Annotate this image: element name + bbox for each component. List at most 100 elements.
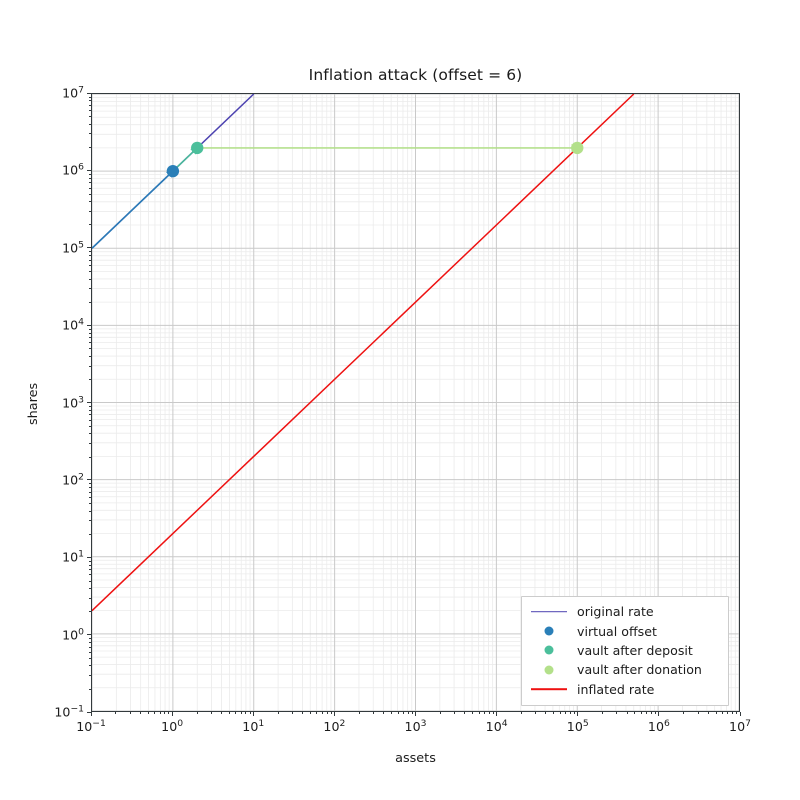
x-tick-mark-minor bbox=[488, 712, 490, 715]
x-tick-mark-minor bbox=[602, 712, 604, 715]
y-tick-mark-minor bbox=[88, 414, 91, 416]
y-tick-mark-minor bbox=[88, 100, 91, 102]
legend-dot-swatch bbox=[529, 643, 569, 657]
x-tick-mark-minor bbox=[235, 712, 237, 715]
x-tick-mark-minor bbox=[373, 712, 375, 715]
y-tick-mark-minor bbox=[88, 597, 91, 599]
y-tick-mark-minor bbox=[88, 355, 91, 357]
x-tick-mark-minor bbox=[330, 712, 332, 715]
y-tick-mark-minor bbox=[88, 406, 91, 408]
y-tick-mark-minor bbox=[88, 365, 91, 367]
y-tick-label: 10−1 bbox=[54, 703, 84, 720]
y-tick-mark-minor bbox=[88, 560, 91, 562]
x-tick-mark-minor bbox=[115, 712, 117, 715]
x-tick-mark bbox=[739, 712, 741, 717]
x-tick-mark-minor bbox=[646, 712, 648, 715]
y-tick-mark-minor bbox=[88, 574, 91, 576]
x-tick-mark bbox=[496, 712, 498, 717]
y-tick-mark bbox=[86, 479, 91, 481]
x-tick-mark-minor bbox=[464, 712, 466, 715]
y-tick-mark-minor bbox=[88, 201, 91, 203]
x-tick-mark-minor bbox=[616, 712, 618, 715]
y-tick-mark-minor bbox=[88, 665, 91, 667]
y-tick-mark-minor bbox=[88, 657, 91, 659]
y-tick-mark-minor bbox=[88, 177, 91, 179]
x-tick-mark-minor bbox=[411, 712, 413, 715]
x-tick-mark-minor bbox=[139, 712, 141, 715]
legend-item-vault-after-deposit[interactable]: vault after deposit bbox=[529, 641, 721, 660]
y-tick-mark-minor bbox=[88, 564, 91, 566]
y-tick-mark-minor bbox=[88, 332, 91, 334]
x-tick-mark-minor bbox=[291, 712, 293, 715]
legend-item-virtual-offset[interactable]: virtual offset bbox=[529, 621, 721, 640]
x-tick-mark-minor bbox=[722, 712, 723, 715]
y-tick-mark bbox=[86, 634, 91, 636]
y-tick-mark-minor bbox=[88, 173, 91, 175]
x-tick-mark-minor bbox=[715, 712, 717, 715]
y-tick-label: 106 bbox=[62, 161, 84, 178]
y-tick-mark-minor bbox=[88, 491, 91, 493]
y-tick-label: 104 bbox=[62, 316, 84, 333]
x-tick-mark bbox=[171, 712, 173, 717]
x-tick-mark-minor bbox=[478, 712, 480, 715]
y-tick-mark bbox=[86, 556, 91, 558]
x-tick-mark-minor bbox=[196, 712, 198, 715]
x-tick-mark bbox=[415, 712, 417, 717]
x-tick-mark-minor bbox=[277, 712, 279, 715]
x-tick-mark-minor bbox=[164, 712, 166, 715]
x-tick-mark-minor bbox=[168, 712, 170, 715]
x-tick-mark-minor bbox=[245, 712, 247, 715]
x-tick-mark-minor bbox=[240, 712, 242, 715]
y-tick-mark-minor bbox=[88, 569, 91, 571]
y-tick-mark-minor bbox=[88, 503, 91, 505]
grid-layer bbox=[92, 94, 739, 711]
y-tick-mark-minor bbox=[88, 187, 91, 189]
y-tick-mark-minor bbox=[88, 642, 91, 644]
x-tick-mark-minor bbox=[402, 712, 404, 715]
y-tick-label: 103 bbox=[62, 393, 84, 410]
y-tick-mark-minor bbox=[88, 688, 91, 690]
y-tick-mark-minor bbox=[88, 210, 91, 212]
x-tick-mark-minor bbox=[569, 712, 571, 715]
y-tick-label: 101 bbox=[62, 548, 84, 565]
legend-item-inflated-rate[interactable]: inflated rate bbox=[529, 680, 721, 699]
y-tick-mark-minor bbox=[88, 193, 91, 195]
x-tick-mark-minor bbox=[521, 712, 523, 715]
legend-dot-icon bbox=[544, 626, 554, 636]
legend-label: vault after donation bbox=[577, 662, 702, 678]
y-tick-mark-minor bbox=[88, 611, 91, 613]
x-tick-mark-minor bbox=[154, 712, 156, 715]
y-tick-mark bbox=[86, 324, 91, 326]
x-tick-mark-minor bbox=[407, 712, 409, 715]
legend-label: original rate bbox=[577, 604, 654, 620]
x-tick-mark bbox=[252, 712, 254, 717]
x-tick-mark-minor bbox=[683, 712, 685, 715]
y-tick-mark-minor bbox=[88, 342, 91, 344]
legend-item-original-rate[interactable]: original rate bbox=[529, 602, 721, 621]
x-tick-mark-minor bbox=[309, 712, 311, 715]
x-tick-mark-minor bbox=[707, 712, 709, 715]
x-tick-mark-minor bbox=[439, 712, 441, 715]
x-tick-mark-minor bbox=[640, 712, 642, 715]
legend-item-vault-after-donation[interactable]: vault after donation bbox=[529, 660, 721, 679]
legend-label: virtual offset bbox=[577, 623, 657, 639]
series-line-inflated-rate bbox=[92, 94, 635, 612]
x-tick-mark-minor bbox=[159, 712, 161, 715]
y-tick-mark-minor bbox=[88, 510, 91, 512]
y-tick-mark-minor bbox=[88, 301, 91, 303]
x-tick-mark-minor bbox=[736, 712, 738, 715]
x-tick-mark-minor bbox=[397, 712, 399, 715]
y-tick-mark-minor bbox=[88, 251, 91, 253]
x-tick-label: 100 bbox=[161, 717, 184, 734]
y-tick-mark-minor bbox=[88, 337, 91, 339]
x-tick-mark-minor bbox=[553, 712, 555, 715]
x-tick-mark-minor bbox=[732, 712, 734, 715]
y-tick-mark-minor bbox=[88, 487, 91, 489]
x-tick-mark-minor bbox=[391, 712, 393, 715]
x-tick-mark-minor bbox=[321, 712, 323, 715]
y-tick-mark-minor bbox=[88, 110, 91, 112]
legend-dot-icon bbox=[544, 645, 554, 655]
legend-line-swatch bbox=[529, 605, 569, 619]
marker-vault-after-donation bbox=[571, 141, 584, 155]
